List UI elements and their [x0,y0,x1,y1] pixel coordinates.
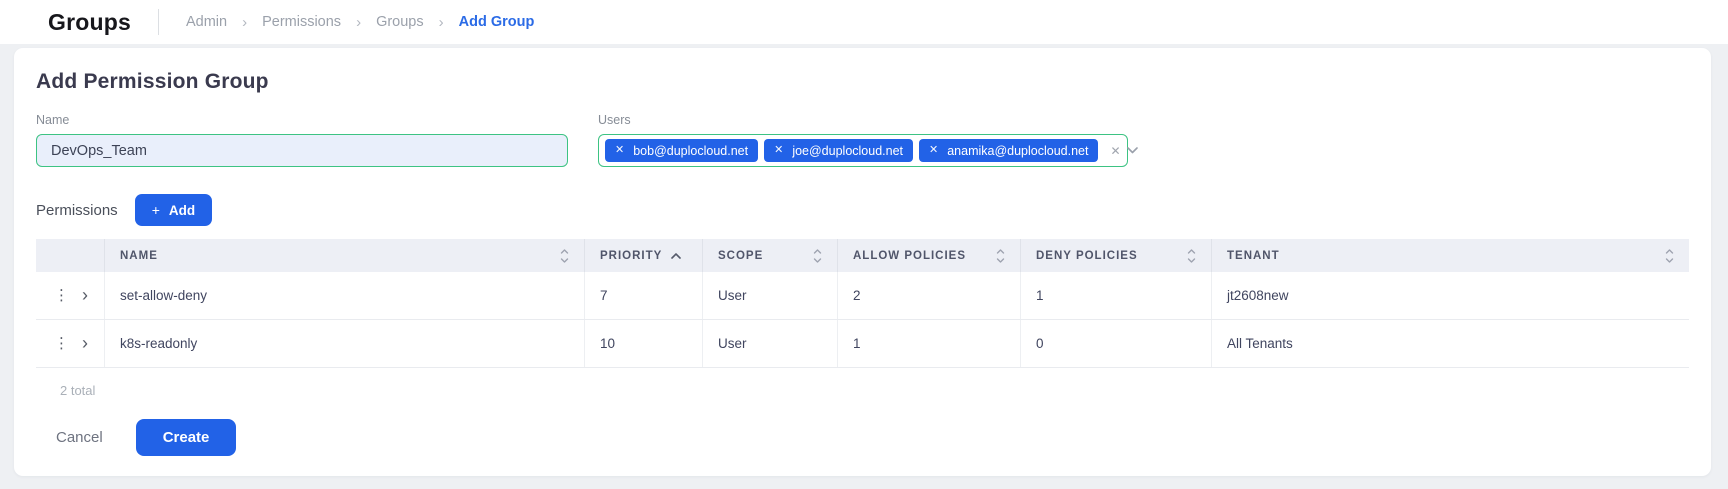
table-header: NAME PRIORITY SCOPE ALLOW POLICIES [36,239,1689,272]
cell-deny-policies: 0 [1021,320,1212,367]
cell-allow-policies: 1 [838,320,1021,367]
column-header-tenant[interactable]: TENANT [1212,239,1689,272]
user-chip-label: anamika@duplocloud.net [947,143,1089,158]
column-header-name[interactable]: NAME [105,239,585,272]
sort-icon [1187,248,1196,263]
add-permission-button[interactable]: + Add [134,194,213,226]
column-header-priority[interactable]: PRIORITY [585,239,703,272]
column-header-scope[interactable]: SCOPE [703,239,838,272]
breadcrumb-separator-icon: › [356,13,362,31]
cell-scope: User [703,272,838,319]
cell-name: set-allow-deny [105,272,585,319]
breadcrumb-admin[interactable]: Admin [185,14,228,30]
table-row: ⋮ › k8s-readonly 10 User 1 0 All Tenants [36,320,1689,368]
page-title: Groups [48,8,131,35]
row-count: 2 total [60,383,96,398]
permissions-label: Permissions [36,201,118,219]
user-chip-label: joe@duplocloud.net [792,143,903,158]
row-actions-cell: ⋮ › [36,272,105,319]
cell-priority: 7 [585,272,703,319]
permissions-row: Permissions + Add [36,194,1689,226]
column-header-deny-policies[interactable]: DENY POLICIES [1021,239,1212,272]
cell-tenant: jt2608new [1227,288,1289,303]
table-row: ⋮ › set-allow-deny 7 User 2 1 jt2608new [36,272,1689,320]
sort-asc-icon [671,252,682,259]
cell-tenant: All Tenants [1227,336,1293,351]
row-menu-icon[interactable]: ⋮ [54,335,69,352]
chip-remove-icon[interactable]: ✕ [929,144,939,156]
column-label: DENY POLICIES [1036,249,1138,262]
cell-deny-policies: 1 [1021,272,1212,319]
sort-icon [996,248,1005,263]
sort-icon [560,248,569,263]
user-chip: ✕ anamika@duplocloud.net [919,139,1099,162]
clear-selection-icon[interactable]: ✕ [1110,143,1121,158]
table-footer: 2 total [36,368,1689,398]
column-header-allow-policies[interactable]: ALLOW POLICIES [838,239,1021,272]
column-header-actions [36,239,105,272]
user-chip: ✕ joe@duplocloud.net [764,139,913,162]
row-menu-icon[interactable]: ⋮ [54,287,69,304]
topbar: Groups Admin › Permissions › Groups › Ad… [0,0,1728,44]
cell-scope: User [703,320,838,367]
breadcrumb-groups[interactable]: Groups [376,14,424,30]
chip-remove-icon[interactable]: ✕ [615,144,625,156]
name-field: Name [36,113,568,167]
column-label: TENANT [1227,249,1280,262]
row-expand-icon[interactable]: › [82,284,88,305]
chip-remove-icon[interactable]: ✕ [774,144,784,156]
users-multiselect[interactable]: ✕ bob@duplocloud.net ✕ joe@duplocloud.ne… [598,134,1138,167]
breadcrumb-separator-icon: › [242,13,248,31]
breadcrumb: Admin › Permissions › Groups › Add Group [186,14,534,30]
add-button-label: Add [168,202,196,218]
cancel-button[interactable]: Cancel [56,429,103,446]
add-permission-group-card: Add Permission Group Name Users ✕ bob@du… [14,48,1711,476]
card-title: Add Permission Group [36,70,269,93]
name-input[interactable] [36,134,568,167]
users-label: Users [598,113,631,127]
sort-icon [1665,248,1674,263]
permissions-table: NAME PRIORITY SCOPE ALLOW POLICIES [36,239,1689,398]
breadcrumb-permissions[interactable]: Permissions [262,14,342,30]
create-button[interactable]: Create [135,419,237,456]
topbar-divider [157,9,159,35]
row-actions-cell: ⋮ › [36,320,105,367]
breadcrumb-add-group: Add Group [458,14,535,30]
user-chip: ✕ bob@duplocloud.net [605,139,759,162]
form-row: Name Users ✕ bob@duplocloud.net ✕ joe@du… [36,113,1689,167]
user-chip-label: bob@duplocloud.net [633,143,749,158]
breadcrumb-separator-icon: › [438,13,444,31]
column-label: PRIORITY [600,249,663,262]
cell-allow-policies: 2 [838,272,1021,319]
chevron-down-icon[interactable] [1126,147,1138,154]
cell-name: k8s-readonly [105,320,585,367]
sort-icon [813,248,822,263]
row-expand-icon[interactable]: › [82,332,88,353]
cell-priority: 10 [585,320,703,367]
column-label: SCOPE [718,249,764,262]
column-label: NAME [120,249,158,262]
plus-icon: + [151,202,160,218]
column-label: ALLOW POLICIES [853,249,967,262]
users-field: Users ✕ bob@duplocloud.net ✕ joe@duplocl… [598,113,1138,167]
name-label: Name [36,113,70,127]
form-actions: Cancel Create [36,419,1689,456]
